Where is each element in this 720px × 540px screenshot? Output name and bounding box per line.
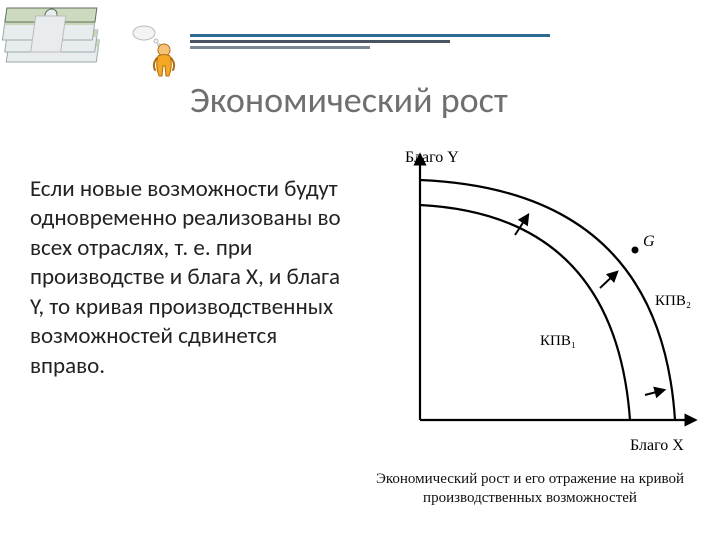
body-text: Если новые возможности будут одновременн… (30, 175, 345, 381)
money-stack-icon (0, 0, 120, 70)
y-axis-label: Благо Y (405, 150, 459, 166)
header-rule-2 (190, 40, 450, 43)
x-axis-label: Благо X (630, 437, 684, 454)
diagram-caption: Экономический рост и его отражение на кр… (350, 470, 710, 508)
slide: Экономический рост Если новые возможност… (0, 0, 720, 540)
curve1-label: КПВ₁ (540, 333, 576, 349)
ppf-diagram: G КПВ₁ КПВ₂ Благо Y Благо X (365, 150, 705, 460)
header-rule-1 (190, 34, 550, 37)
slide-title: Экономический рост (190, 78, 508, 122)
header-rule-3 (190, 46, 370, 49)
curve2-label: КПВ₂ (655, 293, 691, 309)
header-rules (190, 34, 550, 49)
top-decoration (0, 0, 720, 70)
thinker-icon (130, 25, 178, 80)
point-g-label: G (643, 233, 655, 250)
